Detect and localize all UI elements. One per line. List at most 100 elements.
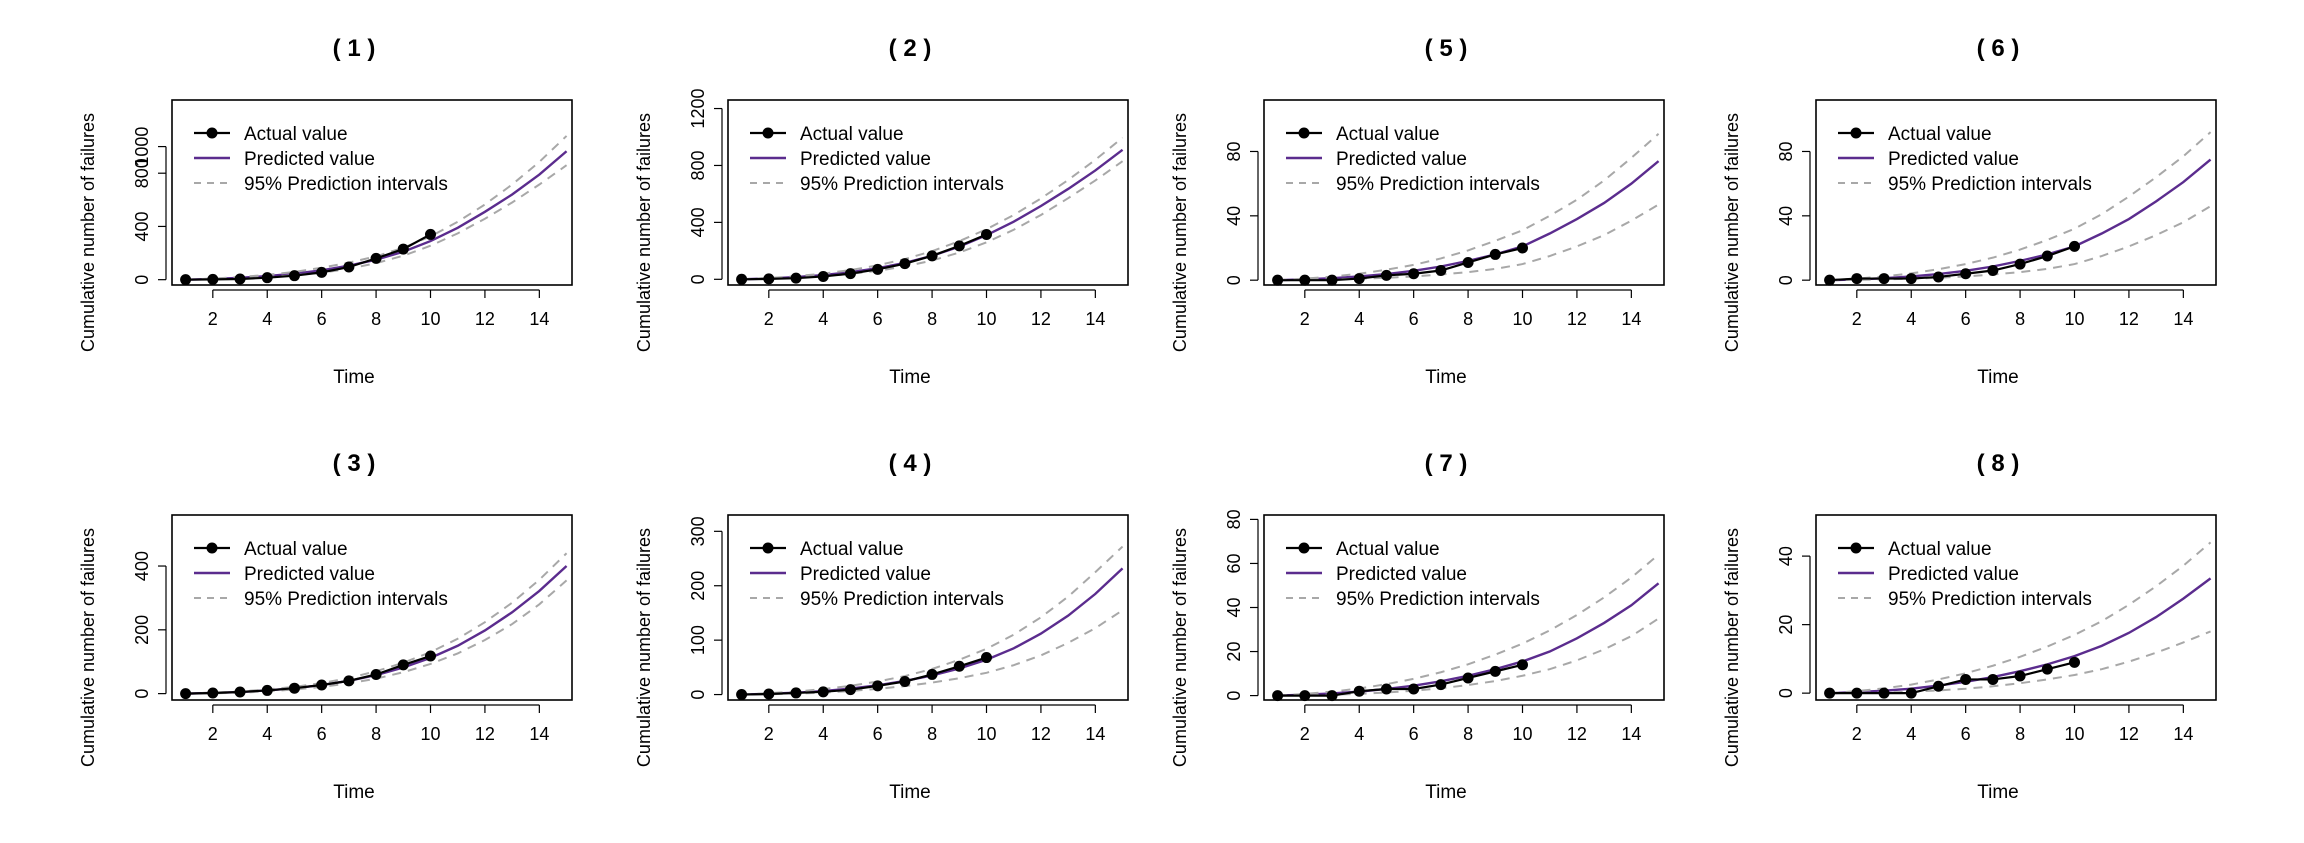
legend-label: Predicted value: [800, 149, 931, 170]
actual-point: [736, 689, 748, 701]
x-tick-label: 6: [1409, 309, 1419, 329]
chart-panel: ( 6 ) 2 4 6 8 10 12 14 Time 0 40 80 Cumulative numbe…: [1722, 35, 2217, 388]
plot-frame: [727, 514, 1129, 701]
x-tick-label: 10: [420, 724, 440, 744]
actual-point: [1380, 683, 1392, 695]
actual-line: [1829, 245, 2075, 282]
x-tick-label: 6: [1961, 309, 1971, 329]
legend-label: 95% Prediction intervals: [800, 589, 1004, 610]
actual-point: [736, 273, 748, 285]
x-tick-label: 10: [976, 724, 996, 744]
y-tick-label: 0: [1224, 691, 1244, 701]
chart-title: ( 8 ): [1977, 450, 2020, 477]
x-tick-label: 10: [420, 309, 440, 329]
actual-point: [1380, 269, 1392, 281]
legend-label: Actual value: [244, 124, 348, 145]
x-tick-label: 14: [1621, 309, 1641, 329]
actual-point: [1824, 687, 1836, 699]
plot-frame: [1263, 514, 1665, 701]
actual-point: [2041, 250, 2053, 262]
actual-point: [763, 273, 775, 285]
y-axis-label: Cumulative number of failures: [1170, 528, 1190, 767]
actual-point: [343, 675, 355, 687]
legend-marker-actual: [1850, 127, 1862, 139]
x-tick-label: 4: [818, 309, 828, 329]
actual-point: [872, 263, 884, 275]
prediction-interval-line: [1277, 203, 1660, 282]
prediction-interval-line: [185, 579, 568, 695]
actual-point: [844, 684, 856, 696]
actual-point: [1353, 273, 1365, 285]
y-tick-label: 400: [132, 551, 152, 581]
prediction-interval-line: [1829, 131, 2212, 282]
y-tick-label: 0: [688, 690, 708, 700]
x-tick-label: 10: [1512, 724, 1532, 744]
x-tick-label: 8: [2015, 724, 2025, 744]
y-axis-label: Cumulative number of failures: [1722, 528, 1742, 767]
legend-label: Predicted value: [1888, 149, 2019, 170]
legend-label: 95% Prediction intervals: [800, 174, 1004, 195]
legend-marker-actual: [1298, 127, 1310, 139]
legend-label: Predicted value: [1336, 149, 1467, 170]
y-tick-label: 0: [688, 274, 708, 284]
prediction-interval-line: [1829, 541, 2212, 695]
actual-point: [1462, 672, 1474, 684]
y-tick-label: 300: [688, 516, 708, 546]
actual-point: [425, 228, 437, 240]
x-tick-label: 12: [475, 309, 495, 329]
actual-point: [234, 686, 246, 698]
legend-label: Predicted value: [1336, 564, 1467, 585]
actual-point: [1878, 687, 1890, 699]
y-tick-label: 0: [132, 275, 152, 285]
y-tick-label: 40: [1224, 206, 1244, 226]
legend-label: Predicted value: [1888, 564, 2019, 585]
actual-point: [1353, 685, 1365, 697]
x-tick-label: 4: [262, 724, 272, 744]
actual-point: [1905, 273, 1917, 285]
actual-point: [1878, 273, 1890, 285]
actual-point: [2069, 656, 2081, 668]
actual-point: [1299, 690, 1311, 702]
y-tick-label: 400: [688, 207, 708, 237]
plot-frame: [1815, 99, 2217, 286]
y-tick-label: 1200: [688, 89, 708, 129]
legend-label: Predicted value: [244, 149, 375, 170]
x-axis-label: Time: [1977, 782, 2019, 803]
actual-point: [1326, 274, 1338, 286]
actual-point: [2014, 670, 2026, 682]
chart-title: ( 3 ): [333, 450, 376, 477]
y-tick-label: 100: [688, 625, 708, 655]
actual-point: [261, 272, 273, 284]
chart-title: ( 1 ): [333, 35, 376, 62]
actual-point: [207, 687, 219, 699]
prediction-interval-line: [741, 609, 1124, 696]
legend-label: Actual value: [1888, 539, 1992, 560]
x-tick-label: 4: [818, 724, 828, 744]
actual-point: [1489, 248, 1501, 260]
plot-frame: [1263, 99, 1665, 286]
actual-point: [953, 240, 965, 252]
actual-point: [370, 668, 382, 680]
plot-frame: [171, 99, 573, 286]
actual-point: [2041, 663, 2053, 675]
chart-panel: ( 5 ) 2 4 6 8 10 12 14 Time 0 40 80 Cumulative numbe…: [1170, 35, 1665, 388]
prediction-interval-line: [1829, 205, 2212, 282]
actual-point: [1326, 690, 1338, 702]
legend-marker-actual: [206, 542, 218, 554]
prediction-interval-line: [1277, 133, 1660, 282]
actual-point: [1851, 273, 1863, 285]
legend-label: Actual value: [800, 124, 904, 145]
legend-label: 95% Prediction intervals: [1336, 589, 1540, 610]
x-axis-label: Time: [333, 367, 375, 388]
chart-title: ( 6 ): [1977, 35, 2020, 62]
chart-panel: ( 2 ) 2 4 6 8 10 12 14 Time 0 400 800 1200 Cumulative…: [634, 35, 1129, 388]
legend-marker-actual: [1850, 542, 1862, 554]
y-axis-label: Cumulative number of failures: [1170, 113, 1190, 352]
actual-point: [1960, 673, 1972, 685]
x-tick-label: 14: [529, 309, 549, 329]
x-tick-label: 8: [927, 724, 937, 744]
y-tick-label: 0: [132, 689, 152, 699]
actual-point: [1987, 265, 1999, 277]
actual-point: [397, 243, 409, 255]
